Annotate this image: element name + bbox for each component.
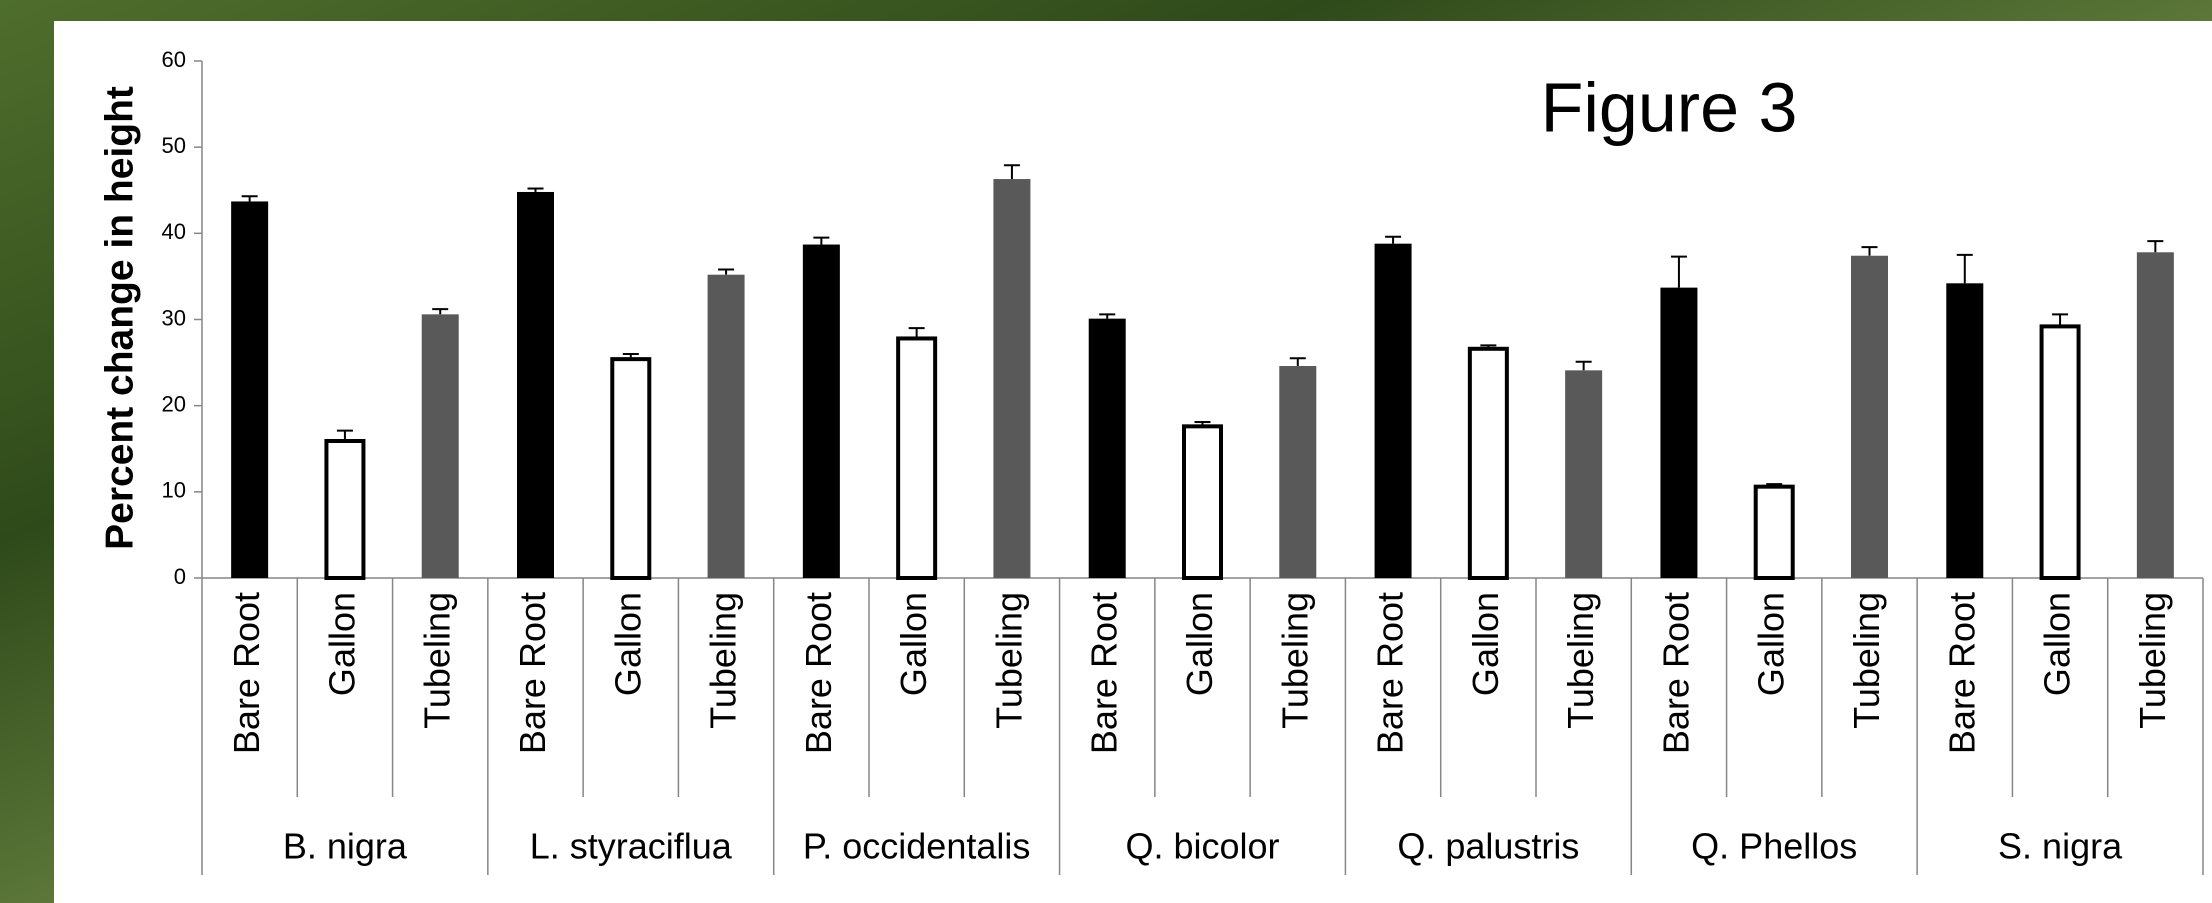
x-tick-label: Gallon <box>2037 592 2078 696</box>
bar <box>2042 326 2079 578</box>
bar <box>1756 487 1793 578</box>
y-tick-label: 30 <box>162 305 186 330</box>
y-tick-label: 40 <box>162 219 186 244</box>
bar <box>1089 319 1126 578</box>
bar <box>708 275 745 578</box>
x-tick-label: Bare Root <box>1655 592 1696 754</box>
bar <box>1184 426 1221 578</box>
x-tick-label: Gallon <box>607 592 648 696</box>
group-label: B. nigra <box>283 826 408 867</box>
group-label: P. occidentalis <box>803 826 1030 867</box>
x-tick-label: Bare Root <box>1084 592 1125 754</box>
bar <box>1565 370 1602 578</box>
group-label: L. styraciflua <box>530 826 733 867</box>
x-tick-label: Bare Root <box>1370 592 1411 754</box>
bar <box>231 201 268 578</box>
bar <box>1660 288 1697 578</box>
bar <box>1851 256 1888 578</box>
x-tick-label: Tubeling <box>417 592 458 729</box>
bar <box>1375 244 1412 578</box>
y-tick-label: 10 <box>162 478 186 503</box>
y-tick-label: 60 <box>162 47 186 72</box>
x-tick-label: Gallon <box>321 592 362 696</box>
bar <box>993 179 1030 578</box>
bar <box>803 245 840 578</box>
x-tick-label: Tubeling <box>2132 592 2173 729</box>
y-axis-title: Percent change in height <box>98 86 141 550</box>
x-tick-label: Bare Root <box>512 592 553 754</box>
x-tick-label: Bare Root <box>226 592 267 754</box>
bar <box>326 441 363 578</box>
bar <box>422 314 459 578</box>
bar <box>2137 252 2174 578</box>
x-tick-label: Tubeling <box>988 592 1029 729</box>
chart: Figure 3 Percent change in height 0 10 20 3… <box>0 0 2212 903</box>
group-label: Q. Phellos <box>1691 826 1857 867</box>
bar <box>612 359 649 578</box>
x-tick-label: Tubeling <box>703 592 744 729</box>
x-tick-label: Bare Root <box>1941 592 1982 754</box>
panel <box>54 21 2212 903</box>
x-tick-label: Tubeling <box>1274 592 1315 729</box>
bar <box>1279 366 1316 578</box>
bar <box>1946 283 1983 578</box>
group-label: Q. palustris <box>1397 826 1579 867</box>
bar <box>1470 349 1507 578</box>
y-tick-label: 50 <box>162 133 186 158</box>
x-tick-label: Bare Root <box>798 592 839 754</box>
x-tick-label: Tubeling <box>1846 592 1887 729</box>
x-tick-label: Gallon <box>1179 592 1220 696</box>
x-tick-label: Tubeling <box>1560 592 1601 729</box>
x-tick-label: Gallon <box>1465 592 1506 696</box>
group-label: S. nigra <box>1998 826 2123 867</box>
x-tick-label: Gallon <box>1751 592 1792 696</box>
y-tick-label: 20 <box>162 391 186 416</box>
bar <box>517 192 554 578</box>
chart-title: Figure 3 <box>1541 68 1798 146</box>
y-tick-label: 0 <box>174 564 186 589</box>
x-tick-label: Gallon <box>893 592 934 696</box>
bar <box>898 338 935 578</box>
group-label: Q. bicolor <box>1125 826 1279 867</box>
